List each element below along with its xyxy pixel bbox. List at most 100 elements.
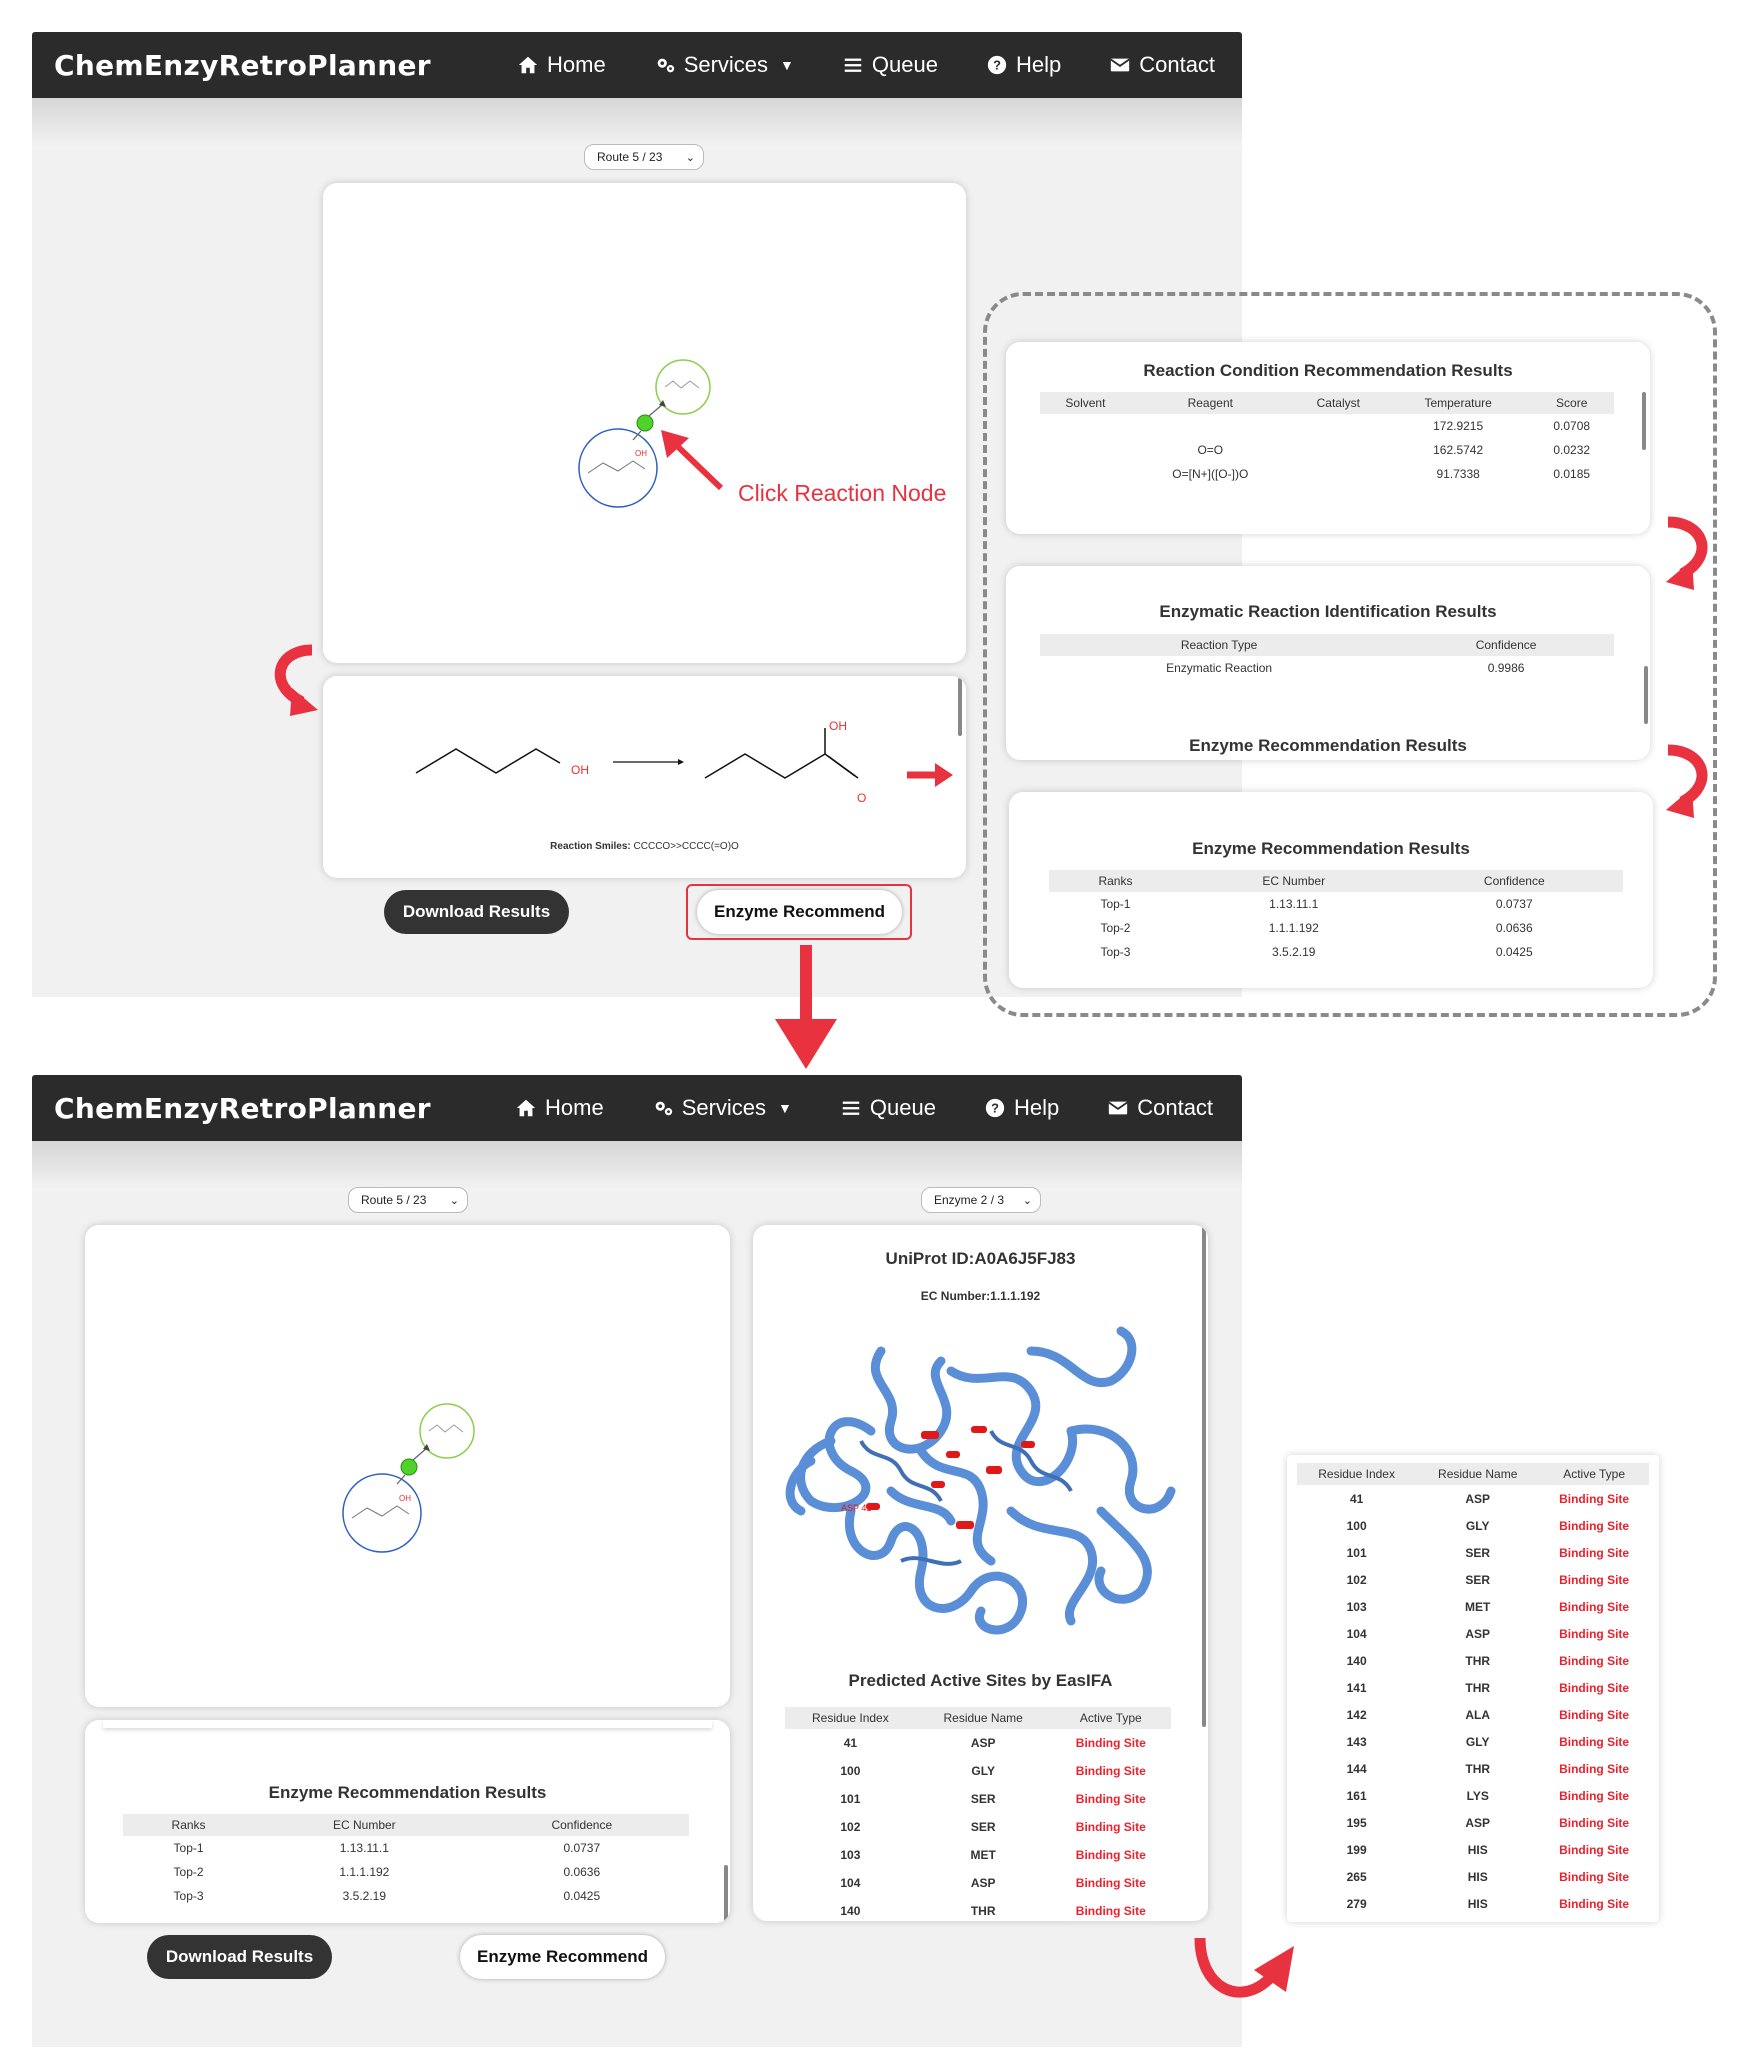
nav-contact[interactable]: Contact — [1109, 52, 1215, 78]
enzyme-recommendation-title: Enzyme Recommendation Results — [1192, 839, 1470, 858]
results-dashed-container — [983, 292, 1717, 1017]
table-row: 144 THR Binding Site — [1346, 1761, 1630, 1776]
table-row: 143 GLY Binding Site — [1346, 1734, 1630, 1749]
route-select-bottom[interactable]: Route 5 / 23 ⌄ — [348, 1187, 468, 1213]
nav-queue[interactable]: Queue — [840, 1095, 936, 1121]
table-row: 104 ASP Binding Site — [840, 1876, 1146, 1890]
site-label: ASP 41 — [841, 1503, 871, 1513]
scrollbar[interactable] — [724, 1865, 728, 1923]
svg-text:OH: OH — [571, 763, 589, 777]
bottom-navbar: ChemEnzyRetroPlanner — [32, 1075, 1242, 1141]
nav-contact[interactable]: Contact — [1107, 1095, 1213, 1121]
active-sites-table: Residue Index Residue Name Active Type 4… — [785, 1707, 1171, 1921]
brand-logo[interactable]: ChemEnzyRetroPlanner — [54, 1091, 431, 1125]
uniprot-id: UniProt ID:A0A6J5FJ83 — [885, 1249, 1076, 1268]
enzymatic-identification-table: Reaction Type Confidence Enzymatic React… — [1040, 634, 1614, 680]
scrollbar[interactable] — [958, 678, 962, 736]
nav-home[interactable]: Home — [515, 1095, 604, 1121]
table-row: 172.9215 0.0708 — [1433, 419, 1591, 433]
table-row: 100 GLY Binding Site — [840, 1764, 1146, 1778]
reaction-smiles: Reaction Smiles: CCCCO>>CCCC(=O)O — [550, 841, 739, 852]
nav-help[interactable]: ? Help — [984, 1095, 1059, 1121]
target-molecule-node[interactable] — [342, 1473, 422, 1553]
ec-number-line: EC Number:1.1.1.192 — [920, 1289, 1041, 1303]
residue-table-full: Residue Index Residue Name Active Type 4… — [1297, 1463, 1649, 1917]
table-row: 279 HIS Binding Site — [1346, 1896, 1630, 1911]
enzyme-recommendation-card: Enzyme Recommendation Results Ranks EC N… — [85, 1720, 730, 1923]
home-icon — [516, 1099, 536, 1117]
svg-text:OH: OH — [399, 1494, 411, 1503]
reaction-structure: OH OH O — [415, 719, 866, 805]
table-row: 265 HIS Binding Site — [1346, 1869, 1630, 1884]
enzyme-recommendation-table: Ranks EC Number Confidence Top-1 1.13.11.… — [1049, 870, 1623, 964]
table-row: 41 ASP Binding Site — [843, 1736, 1146, 1750]
enzymatic-identification-card: Enzymatic Reaction Identification Result… — [1006, 566, 1650, 760]
table-row: 141 THR Binding Site — [1346, 1680, 1630, 1695]
table-row: 104 ASP Binding Site — [1346, 1626, 1630, 1641]
table-row: O=[N+]([O-])O 91.7338 0.0185 — [1172, 467, 1591, 481]
reaction-node[interactable] — [400, 1458, 418, 1476]
residue-table-card: Residue Index Residue Name Active Type 4… — [1287, 1455, 1659, 1922]
arrow-right-icon — [907, 763, 953, 787]
table-row: 140 THR Binding Site — [840, 1904, 1146, 1918]
table-row: 140 THR Binding Site — [1346, 1653, 1630, 1668]
chevron-down-icon: ⌄ — [449, 1194, 459, 1207]
table-row: Top-1 1.13.11.1 0.0737 — [1100, 897, 1533, 911]
arrow-down-icon — [775, 945, 837, 1069]
chevron-down-icon: ⌄ — [685, 151, 695, 164]
route-graph: OH — [578, 359, 711, 508]
route-graph: OH — [342, 1403, 475, 1553]
table-row: Enzymatic Reaction 0.9986 — [1166, 661, 1525, 675]
enzyme-recommend-button[interactable]: Enzyme Recommend — [460, 1935, 665, 1979]
top-nav-menu: Home Services ▼ Queue ? Help Contact — [517, 32, 1263, 98]
reaction-condition-card: Reaction Condition Recommendation Result… — [1006, 342, 1650, 534]
svg-text:?: ? — [993, 58, 1001, 73]
nav-home[interactable]: Home — [517, 52, 606, 78]
svg-text:?: ? — [991, 1101, 999, 1116]
nav-services[interactable]: Services ▼ — [652, 1095, 792, 1121]
gears-icon — [655, 1101, 672, 1116]
enzymatic-identification-title: Enzymatic Reaction Identification Result… — [1159, 602, 1497, 621]
route-select-top[interactable]: Route 5 / 23 ⌄ — [584, 144, 704, 170]
home-icon — [518, 56, 538, 74]
enzyme-recommendation-title: Enzyme Recommendation Results — [268, 1783, 547, 1802]
enzyme-detail-card: UniProt ID:A0A6J5FJ83 EC Number:1.1.1.19… — [753, 1225, 1208, 1921]
list-icon — [842, 1101, 860, 1115]
scrollbar[interactable] — [1642, 392, 1646, 450]
route-graph-card: OH — [323, 183, 966, 663]
table-header-row: Residue Index Residue Name Active Type — [785, 1707, 1171, 1729]
curved-arrow-left-icon — [274, 644, 318, 716]
enzyme-recommend-button[interactable]: Enzyme Recommend — [697, 890, 902, 934]
enzyme-select[interactable]: Enzyme 2 / 3 ⌄ — [921, 1187, 1041, 1213]
nav-queue[interactable]: Queue — [842, 52, 938, 78]
enzyme-recommendation-table: Ranks EC Number Confidence Top-1 1.13.11.… — [123, 1814, 689, 1908]
scrollbar[interactable] — [1644, 666, 1648, 724]
scrollbar[interactable] — [1202, 1227, 1206, 1727]
table-header-row: Reaction Type Confidence — [1040, 634, 1614, 656]
gears-icon — [657, 58, 674, 73]
curved-arrow-down-icon — [1666, 516, 1708, 590]
table-row: 102 SER Binding Site — [840, 1820, 1146, 1834]
table-row: 103 MET Binding Site — [1346, 1599, 1630, 1614]
reaction-condition-title: Reaction Condition Recommendation Result… — [1143, 361, 1513, 380]
route-graph-card: OH — [85, 1225, 730, 1707]
envelope-icon — [1108, 1101, 1128, 1115]
protein-structure-viewer[interactable]: ASP 41 — [771, 1311, 1191, 1641]
download-results-button[interactable]: Download Results — [147, 1935, 332, 1979]
table-row: Top-1 1.13.11.1 0.0737 — [173, 1841, 601, 1855]
nav-services[interactable]: Services ▼ — [654, 52, 794, 78]
table-row: Top-2 1.1.1.192 0.0636 — [173, 1865, 601, 1879]
reaction-card: OH OH O Reaction Smiles: CCCCO>>CCCC(=O)… — [323, 676, 966, 878]
question-icon: ? — [987, 55, 1007, 75]
table-header-row: Ranks EC Number Confidence — [1049, 870, 1623, 892]
download-results-button[interactable]: Download Results — [384, 890, 569, 934]
nav-help[interactable]: ? Help — [986, 52, 1061, 78]
table-row: 199 HIS Binding Site — [1346, 1842, 1630, 1857]
target-molecule-node[interactable] — [578, 428, 658, 508]
reaction-node[interactable] — [636, 414, 654, 432]
brand-logo[interactable]: ChemEnzyRetroPlanner — [54, 48, 431, 82]
enzyme-recommend-highlight — [686, 884, 912, 940]
table-row: 41 ASP Binding Site — [1349, 1491, 1630, 1506]
bottom-nav-menu: Home Services ▼ Queue ? Help Contact — [515, 1075, 1261, 1141]
bottom-nav-shadow — [32, 1141, 1242, 1191]
